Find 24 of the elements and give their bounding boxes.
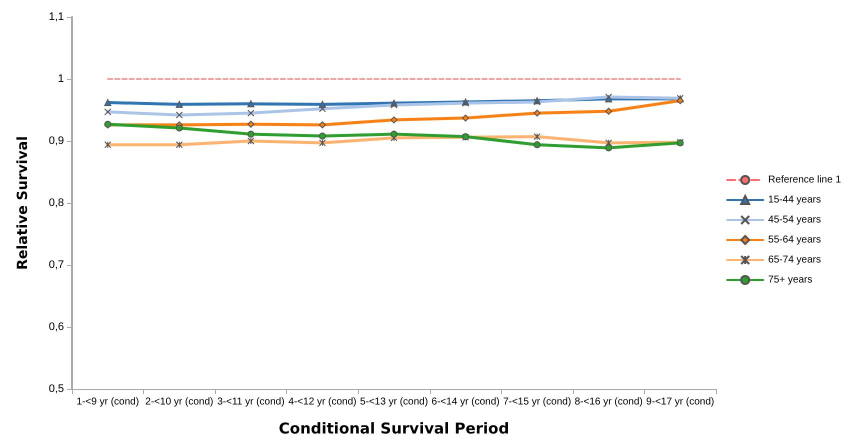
x-tick-label: 7-<15 yr (cond) [503, 396, 572, 408]
x-tick-label: 5-<13 yr (cond) [360, 396, 428, 408]
y-tick-label: 0,8 [48, 197, 64, 209]
y-tick-label: 0,5 [48, 383, 64, 395]
y-tick-label: 1,1 [48, 11, 64, 23]
y-axis-title: Relative Survival [15, 136, 31, 270]
legend-label: Reference line 1 [768, 174, 842, 186]
x-tick-label: 9-<17 yr (cond) [646, 396, 714, 408]
y-tick-label: 0,9 [48, 135, 64, 147]
legend-label: 65-74 years [768, 254, 821, 266]
y-tick-label: 0,6 [48, 321, 64, 333]
legend-label: 75+ years [768, 274, 812, 286]
legend-label: 45-54 years [768, 214, 821, 226]
legend-label: 55-64 years [768, 234, 821, 246]
legend-label: 15-44 years [768, 194, 821, 206]
x-tick-label: 4-<12 yr (cond) [288, 396, 356, 408]
x-tick-label: 8-<16 yr (cond) [574, 396, 643, 408]
x-axis-title: Conditional Survival Period [278, 420, 510, 438]
y-tick-label: 1 [58, 73, 64, 85]
y-tick-label: 0,7 [48, 259, 64, 271]
x-tick-label: 1-<9 yr (cond) [76, 396, 140, 408]
x-tick-label: 6-<14 yr (cond) [432, 396, 500, 408]
x-tick-label: 2-<10 yr (cond) [145, 396, 214, 408]
x-tick-label: 3-<11 yr (cond) [217, 396, 285, 408]
